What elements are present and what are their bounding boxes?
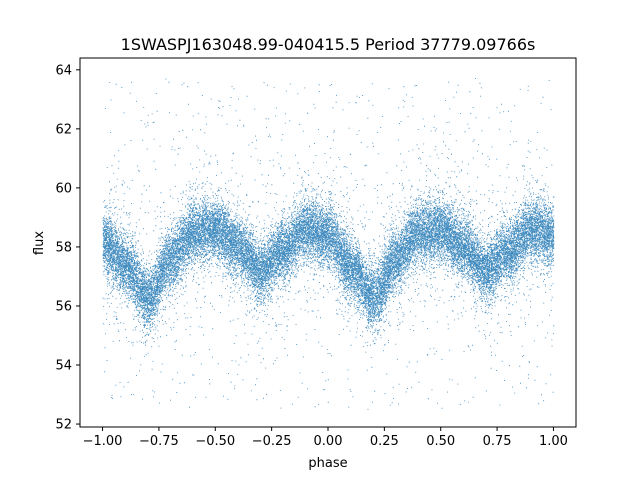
x-tick-label: 0.00: [314, 434, 343, 449]
x-axis-title: phase: [308, 456, 347, 471]
x-tick-label: −1.00: [83, 434, 123, 449]
x-tick-label: 0.75: [483, 434, 512, 449]
x-tick-label: −0.50: [195, 434, 235, 449]
scatter-point-cloud: [102, 78, 555, 410]
y-tick-label: 52: [55, 418, 72, 433]
x-tick-label: 1.00: [539, 434, 568, 449]
y-tick-label: 56: [55, 299, 72, 314]
y-axis-title: flux: [32, 231, 47, 255]
y-tick-label: 64: [55, 63, 72, 78]
x-tick-label: 0.25: [370, 434, 399, 449]
chart-title: 1SWASPJ163048.99-040415.5 Period 37779.0…: [121, 35, 536, 54]
x-tick-label: −0.25: [252, 434, 292, 449]
y-tick-label: 62: [55, 122, 72, 137]
x-tick-label: −0.75: [139, 434, 179, 449]
scatter-points: [102, 78, 555, 410]
y-tick-label: 54: [55, 359, 72, 374]
y-tick-label: 60: [55, 181, 72, 196]
x-axis: −1.00 −0.75 −0.50 −0.25 0.00 0.25 0.50 0.75 1.00: [83, 427, 568, 449]
y-axis: 52 54 56 58 60 62 64: [55, 63, 80, 433]
y-tick-label: 58: [55, 240, 72, 255]
x-tick-label: 0.50: [426, 434, 455, 449]
